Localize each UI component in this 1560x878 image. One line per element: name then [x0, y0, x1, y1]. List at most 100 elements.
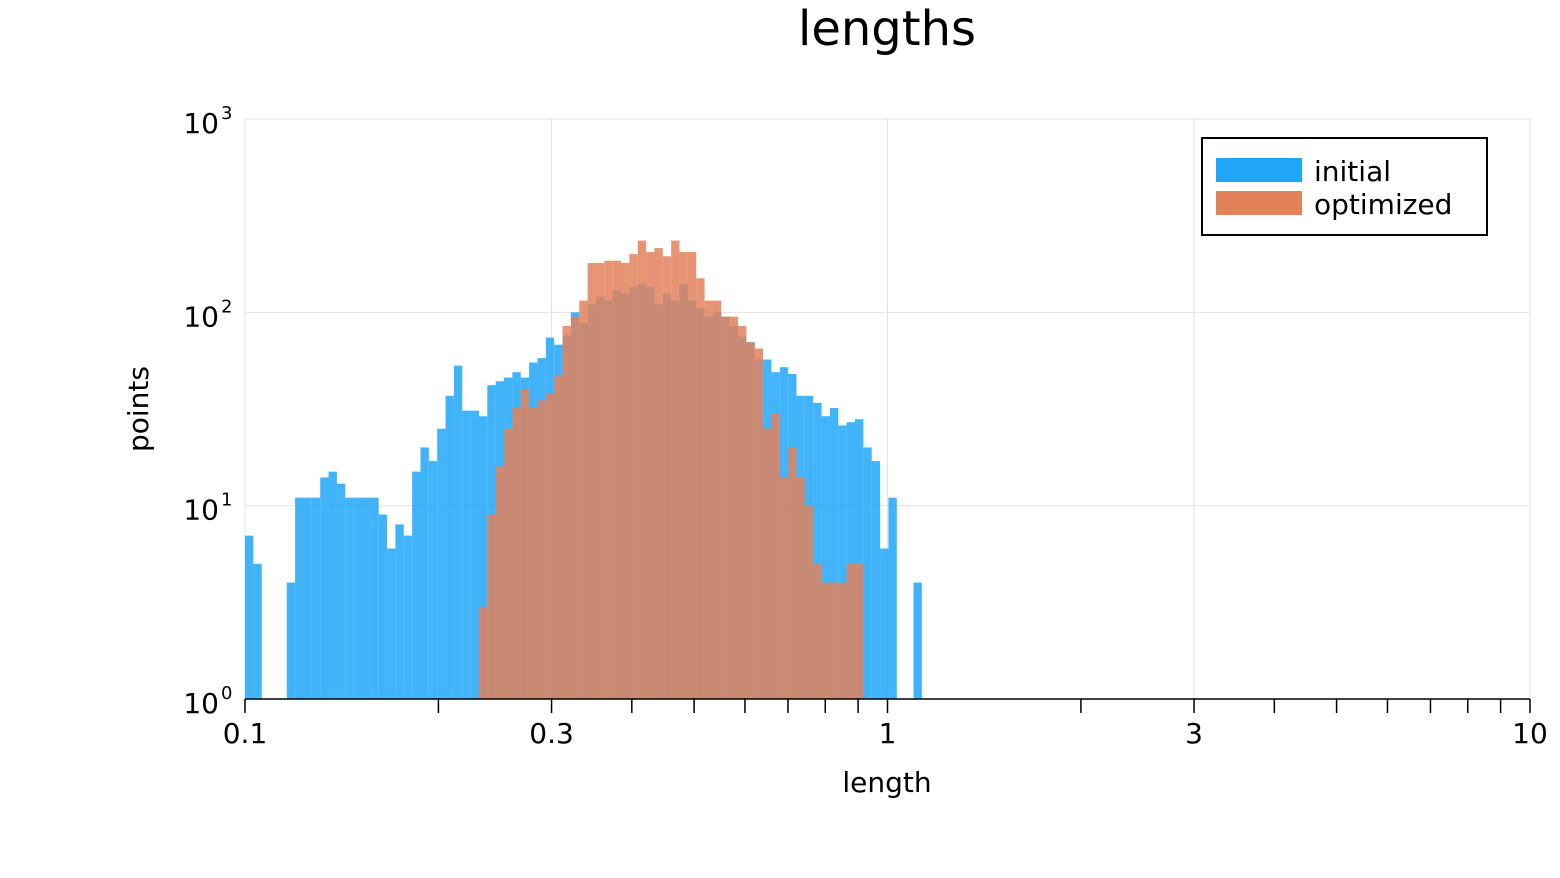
bar-optimized	[821, 582, 830, 699]
bar-initial	[821, 416, 830, 699]
bar-initial	[437, 428, 446, 699]
bar-initial	[320, 477, 329, 699]
bar-initial	[370, 497, 379, 699]
y-tick-label: 10	[183, 107, 219, 140]
bar-optimized	[738, 325, 747, 699]
bar-optimized	[587, 262, 596, 699]
bar-optimized	[763, 428, 772, 699]
bar-initial	[462, 410, 471, 699]
x-axis-label: length	[842, 766, 931, 799]
bar-initial	[286, 582, 296, 699]
bar-initial	[846, 422, 856, 699]
bar-initial	[245, 535, 254, 699]
bar-optimized	[721, 316, 730, 699]
bar-optimized	[529, 408, 538, 699]
x-tick-label: 1	[879, 717, 897, 750]
bar-optimized	[662, 256, 672, 699]
bar-optimized	[687, 252, 697, 699]
bar-initial	[403, 535, 413, 699]
bar-optimized	[487, 514, 496, 699]
histogram-bars	[245, 240, 922, 700]
bar-optimized	[537, 400, 546, 699]
bar-optimized	[520, 389, 530, 699]
y-axis-label: points	[122, 366, 155, 452]
bar-optimized	[579, 300, 588, 699]
bar-optimized	[595, 262, 605, 699]
bar-optimized	[504, 428, 513, 699]
bar-initial	[345, 497, 354, 699]
bar-initial	[445, 395, 454, 699]
bar-optimized	[495, 466, 505, 699]
bar-optimized	[696, 278, 705, 699]
bar-optimized	[570, 316, 580, 699]
series-optimized	[478, 240, 864, 700]
bar-initial	[387, 548, 396, 699]
bar-initial	[361, 497, 371, 699]
bar-optimized	[554, 375, 563, 699]
bar-initial	[420, 447, 429, 699]
legend-swatch-optimized	[1216, 191, 1302, 215]
bar-initial	[813, 402, 822, 699]
bar-optimized	[646, 252, 655, 699]
bar-optimized	[478, 606, 488, 699]
bar-optimized	[562, 325, 571, 699]
y-tick-exponent: 0	[221, 683, 232, 704]
bar-optimized	[838, 582, 847, 699]
legend-swatch-initial	[1216, 158, 1302, 182]
bar-initial	[353, 497, 362, 699]
chart-title: lengths	[798, 1, 976, 57]
bar-initial	[913, 582, 922, 699]
bar-optimized	[512, 408, 521, 699]
y-tick-label: 10	[183, 494, 219, 527]
bar-optimized	[604, 260, 613, 699]
bar-initial	[453, 365, 463, 699]
x-tick-label: 0.3	[529, 717, 574, 750]
bar-optimized	[621, 262, 630, 699]
bar-initial	[888, 497, 897, 699]
bar-optimized	[712, 300, 722, 699]
y-tick-exponent: 1	[221, 490, 232, 511]
bar-initial	[829, 408, 839, 699]
bar-optimized	[629, 254, 638, 699]
bar-optimized	[637, 240, 647, 699]
x-tick-label: 3	[1185, 717, 1203, 750]
x-tick-label: 0.1	[223, 717, 268, 750]
bar-optimized	[654, 248, 663, 700]
bar-initial	[863, 447, 872, 699]
bar-optimized	[855, 563, 864, 699]
y-tick-exponent: 2	[221, 296, 232, 317]
bar-initial	[395, 524, 404, 699]
bar-optimized	[796, 477, 805, 699]
bar-optimized	[779, 477, 789, 699]
bar-initial	[871, 461, 881, 699]
bar-optimized	[846, 563, 856, 699]
bar-optimized	[746, 342, 755, 699]
bar-initial	[838, 425, 847, 699]
bar-initial	[328, 471, 337, 699]
bar-optimized	[829, 582, 839, 699]
bar-initial	[428, 461, 438, 699]
y-tick-label: 10	[183, 687, 219, 720]
bar-optimized	[612, 260, 622, 699]
bar-initial	[311, 497, 321, 699]
bar-optimized	[545, 393, 555, 699]
bar-initial	[412, 471, 421, 699]
bar-initial	[336, 483, 346, 699]
bar-optimized	[788, 447, 797, 699]
bar-optimized	[671, 240, 680, 699]
bar-optimized	[754, 348, 764, 699]
legend-label-initial: initial	[1314, 155, 1391, 188]
bar-initial	[253, 563, 262, 699]
bar-optimized	[704, 300, 713, 699]
bar-optimized	[804, 505, 814, 699]
bar-optimized	[813, 563, 822, 699]
bar-initial	[880, 548, 889, 699]
bar-optimized	[679, 252, 688, 699]
bar-initial	[303, 497, 312, 699]
legend-box	[1201, 137, 1488, 236]
bar-optimized	[771, 413, 780, 699]
x-tick-label: 10	[1512, 717, 1548, 750]
legend: initial optimized	[1201, 137, 1488, 236]
bar-optimized	[729, 316, 739, 699]
